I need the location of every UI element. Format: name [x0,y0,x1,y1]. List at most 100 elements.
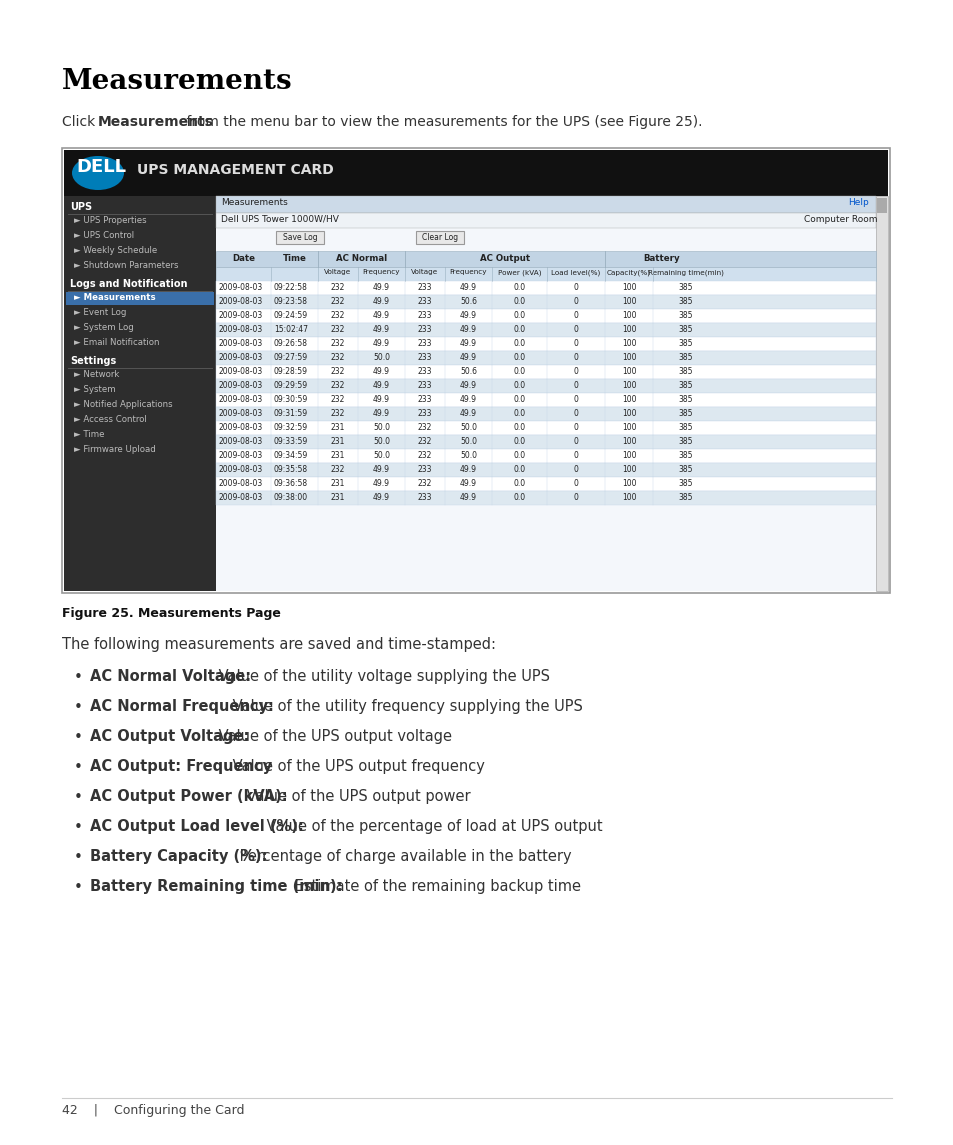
Text: 0: 0 [573,311,578,319]
Text: 232: 232 [417,437,432,447]
Text: 49.9: 49.9 [459,493,476,502]
Text: •: • [74,820,83,835]
Text: 09:36:58: 09:36:58 [274,479,308,488]
Text: 2009-08-03: 2009-08-03 [219,395,263,404]
Text: 0.0: 0.0 [513,339,525,348]
Bar [416,231,463,244]
Text: ► UPS Control: ► UPS Control [74,231,134,240]
Bar [215,406,875,421]
Text: 49.9: 49.9 [373,381,390,390]
Text: 49.9: 49.9 [373,409,390,418]
Text: 0: 0 [573,353,578,362]
Text: 49.9: 49.9 [459,311,476,319]
Bar [215,491,875,505]
Text: 0.0: 0.0 [513,465,525,474]
Text: 0.0: 0.0 [513,353,525,362]
Text: 233: 233 [417,353,432,362]
Text: 100: 100 [621,409,636,418]
Text: 100: 100 [621,479,636,488]
Text: 100: 100 [621,283,636,292]
Text: 09:29:59: 09:29:59 [274,381,308,390]
Text: 2009-08-03: 2009-08-03 [219,493,263,502]
Text: 233: 233 [417,339,432,348]
Ellipse shape [71,156,124,190]
Text: from the menu bar to view the measurements for the UPS (see Figure 25).: from the menu bar to view the measuremen… [182,114,701,129]
Bar [215,295,875,309]
Text: Value of the percentage of load at UPS output: Value of the percentage of load at UPS o… [262,819,602,834]
Text: Load level(%): Load level(%) [551,269,600,276]
Text: 232: 232 [331,381,345,390]
Text: 50.0: 50.0 [459,437,476,447]
Bar [215,309,875,323]
Text: 233: 233 [417,465,432,474]
Text: 0: 0 [573,423,578,432]
Text: 100: 100 [621,368,636,376]
Text: 0.0: 0.0 [513,423,525,432]
Text: AC Output Load level (%):: AC Output Load level (%): [90,819,303,834]
Text: 09:26:58: 09:26:58 [274,339,308,348]
Text: 2009-08-03: 2009-08-03 [219,339,263,348]
Text: 09:33:59: 09:33:59 [274,437,308,447]
Text: Battery Remaining time (min):: Battery Remaining time (min): [90,879,342,894]
Text: Logs and Notification: Logs and Notification [70,279,188,289]
Bar [215,379,875,393]
Text: 233: 233 [417,311,432,319]
Text: 0.0: 0.0 [513,297,525,306]
Text: Frequency: Frequency [449,269,487,275]
Text: Value of the UPS output power: Value of the UPS output power [241,789,470,804]
Text: 232: 232 [331,395,345,404]
Text: ► Event Log: ► Event Log [74,308,126,317]
Text: 0: 0 [573,395,578,404]
Text: Estimate of the remaining backup time: Estimate of the remaining backup time [290,879,580,894]
Text: 49.9: 49.9 [373,465,390,474]
Text: Save Log: Save Log [282,232,317,242]
Text: 49.9: 49.9 [373,493,390,502]
Text: Click: Click [62,114,99,129]
Text: 100: 100 [621,437,636,447]
Text: 09:35:58: 09:35:58 [274,465,308,474]
Text: 233: 233 [417,381,432,390]
Text: 233: 233 [417,395,432,404]
Bar [215,477,875,491]
Text: Value of the utility frequency supplying the UPS: Value of the utility frequency supplying… [228,698,582,714]
Text: AC Output: AC Output [479,254,530,263]
Text: 2009-08-03: 2009-08-03 [219,423,263,432]
Text: 232: 232 [331,465,345,474]
Text: 2009-08-03: 2009-08-03 [219,451,263,460]
Text: 385: 385 [678,311,692,319]
Text: 0.0: 0.0 [513,381,525,390]
Bar [215,421,875,435]
Text: 233: 233 [417,368,432,376]
Text: 49.9: 49.9 [459,395,476,404]
Text: Help: Help [847,198,868,207]
Text: 100: 100 [621,311,636,319]
Text: 385: 385 [678,297,692,306]
Text: Computer Room: Computer Room [803,215,877,224]
Text: 50.0: 50.0 [459,423,476,432]
Bar [64,150,887,196]
Text: ► Firmware Upload: ► Firmware Upload [74,445,155,455]
Text: 2009-08-03: 2009-08-03 [219,465,263,474]
Text: 100: 100 [621,339,636,348]
Text: 100: 100 [621,381,636,390]
Bar [215,352,875,365]
Text: 49.9: 49.9 [373,325,390,334]
Text: 0: 0 [573,283,578,292]
Text: 385: 385 [678,451,692,460]
Text: 0: 0 [573,368,578,376]
Text: 100: 100 [621,353,636,362]
Text: Measurements: Measurements [221,198,288,207]
Text: 2009-08-03: 2009-08-03 [219,311,263,319]
Text: Dell UPS Tower 1000W/HV: Dell UPS Tower 1000W/HV [221,215,338,224]
Text: 50.0: 50.0 [373,451,390,460]
Text: 50.6: 50.6 [459,297,476,306]
Text: 385: 385 [678,381,692,390]
Text: •: • [74,700,83,714]
Text: 0.0: 0.0 [513,395,525,404]
Text: Figure 25. Measurements Page: Figure 25. Measurements Page [62,607,280,619]
Text: 233: 233 [417,325,432,334]
Text: 100: 100 [621,395,636,404]
Text: 385: 385 [678,325,692,334]
Text: 0.0: 0.0 [513,409,525,418]
Text: 09:28:59: 09:28:59 [274,368,308,376]
